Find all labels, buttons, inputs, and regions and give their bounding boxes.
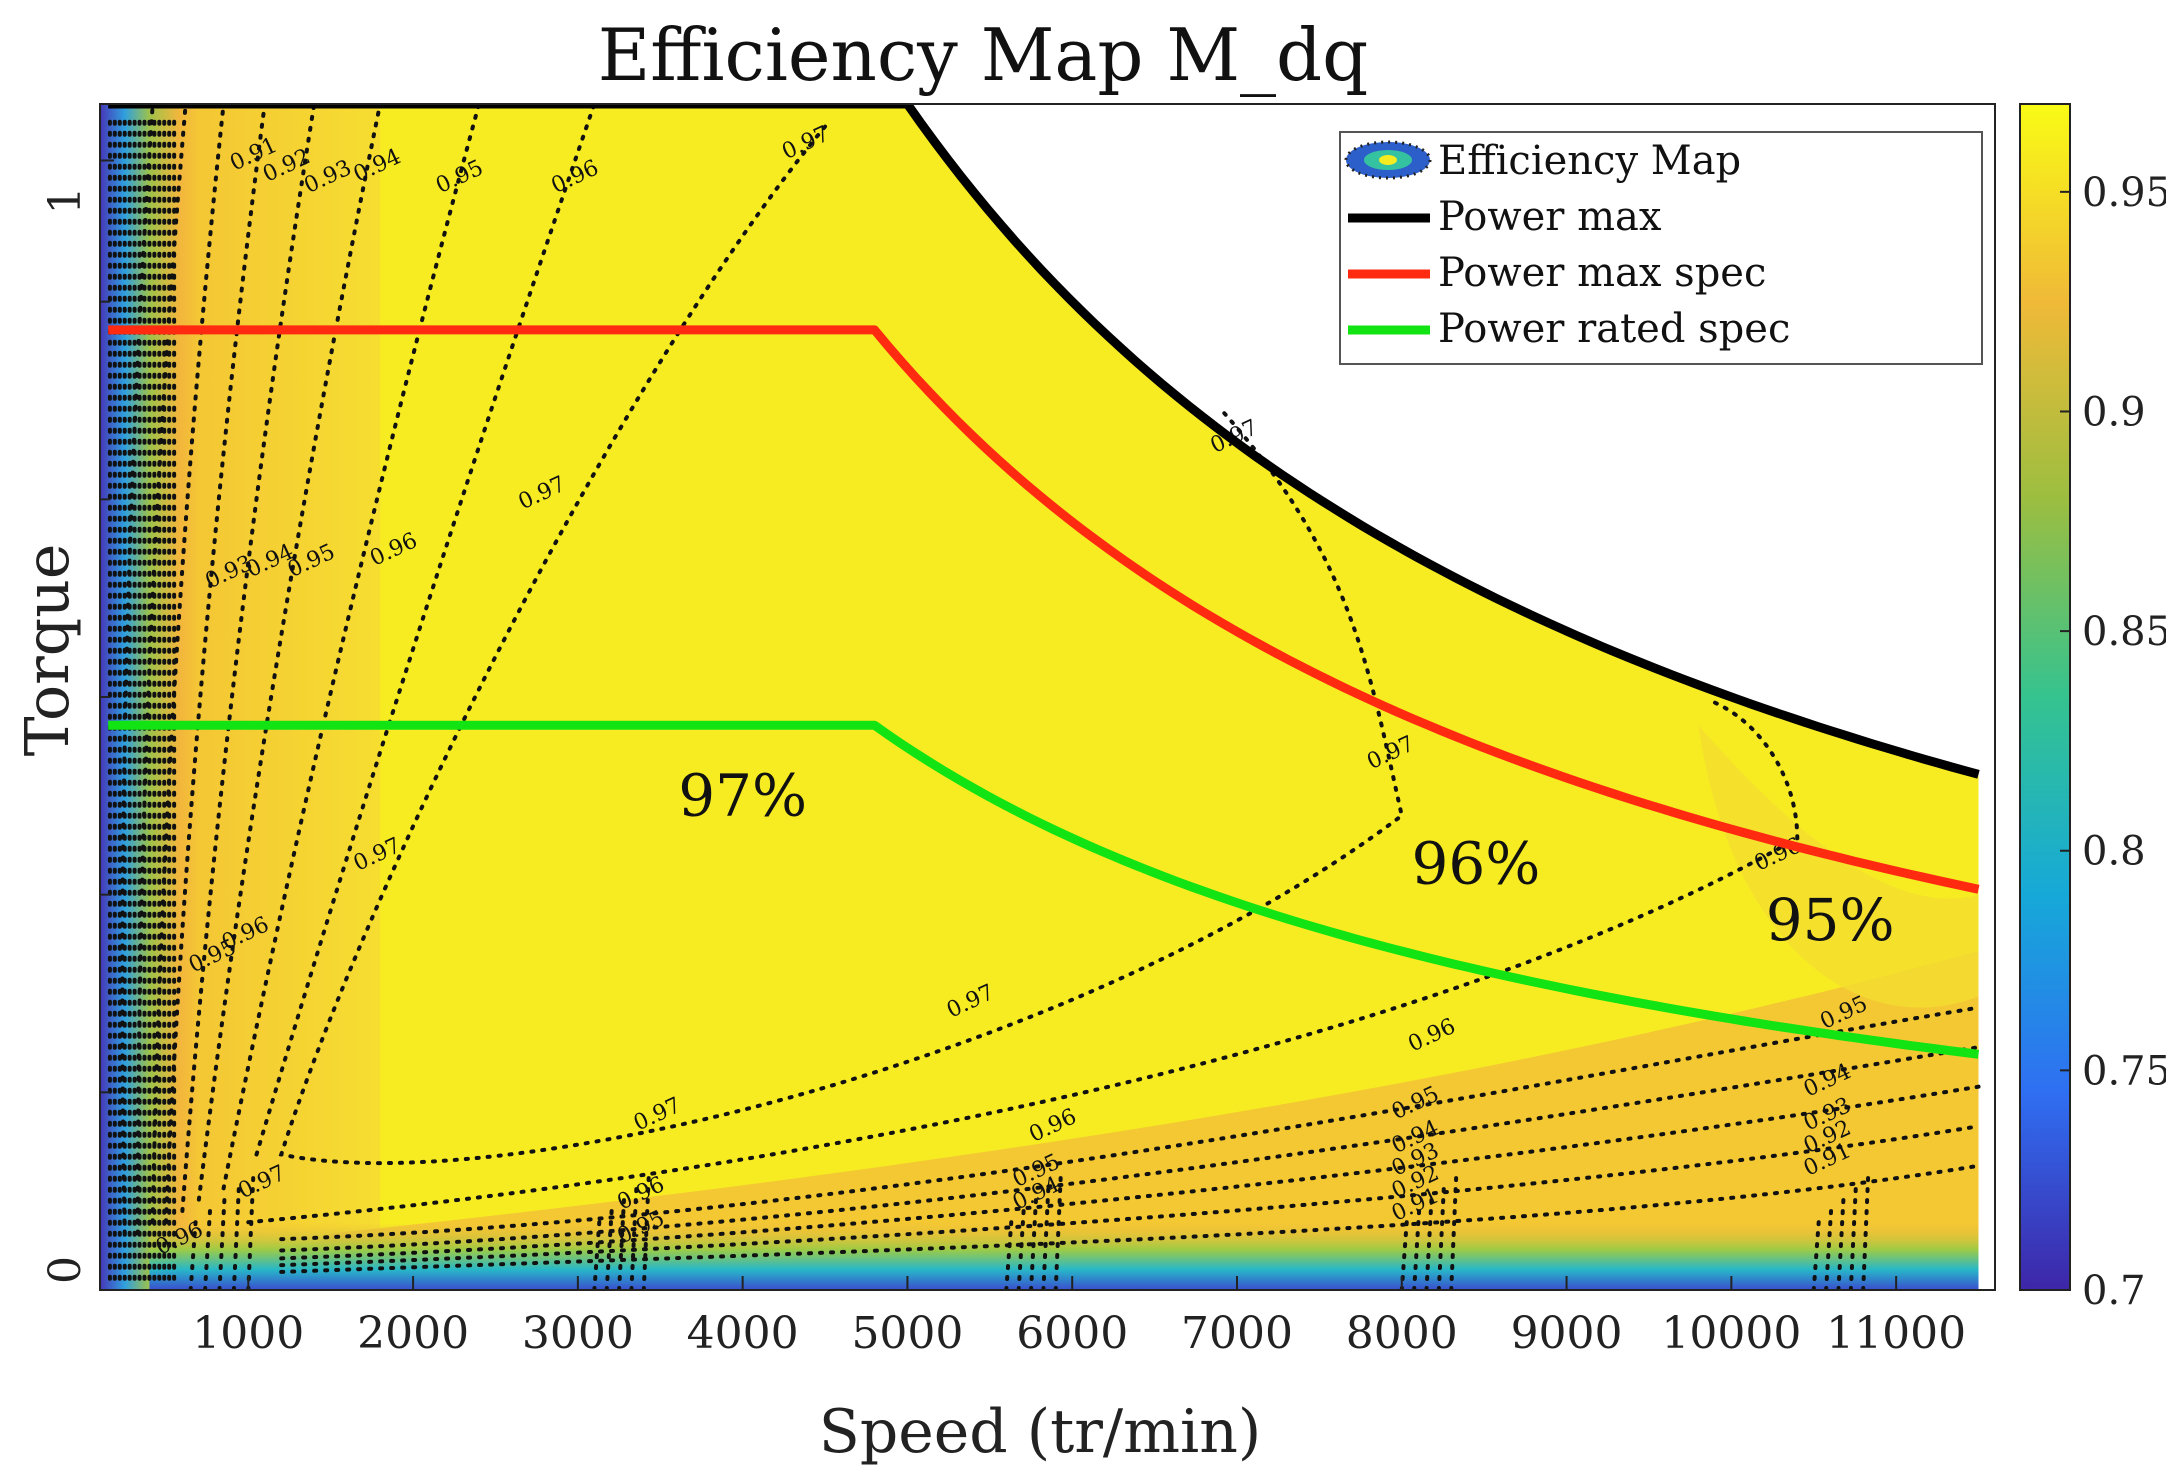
power-max-spec-curve xyxy=(108,325,1980,894)
contour-line xyxy=(1861,1175,1871,1290)
y-tick-label: 1 xyxy=(40,186,91,214)
contour-line xyxy=(254,104,597,1157)
y-axis: 01 xyxy=(40,159,114,1291)
contour-line xyxy=(1412,1208,1422,1290)
contour-line xyxy=(1424,1197,1434,1290)
x-tick-label: 7000 xyxy=(1181,1308,1293,1359)
contour-0.97 xyxy=(278,124,1405,1165)
contour-line xyxy=(150,104,226,1225)
contour-line xyxy=(617,1197,627,1290)
contour-line xyxy=(1824,1208,1834,1290)
colorbar-tick-label: 0.7 xyxy=(2082,1268,2146,1314)
colorbar: 0.7 0.75 0.8 0.85 0.9 0.95 xyxy=(2019,103,2166,1314)
low-torque-band xyxy=(281,951,1979,1268)
contour-line xyxy=(188,1220,198,1290)
x-tick-label: 3000 xyxy=(522,1308,634,1359)
x-tick-label: 10000 xyxy=(1661,1308,1801,1359)
x-tick-label: 4000 xyxy=(687,1308,799,1359)
colorbar-tick-label: 0.8 xyxy=(2082,829,2146,875)
x-tick-label: 2000 xyxy=(357,1308,469,1359)
high-efficiency-region xyxy=(104,104,1979,1290)
region-label: 95% xyxy=(1766,886,1895,954)
right-margin xyxy=(1978,104,1995,1290)
colorbar-strip xyxy=(2019,103,2071,1291)
contour-line xyxy=(279,1005,1981,1242)
contour-line xyxy=(279,1124,1981,1268)
contour-line xyxy=(1836,1197,1846,1290)
region-labels: 97% 96% 95% xyxy=(678,762,1894,954)
contour-line xyxy=(1004,1220,1014,1290)
contour-line xyxy=(1016,1208,1026,1290)
contour-line xyxy=(1053,1175,1063,1290)
legend-label: Power rated spec xyxy=(1438,306,1790,352)
contour-line xyxy=(279,1084,1981,1261)
contour-line xyxy=(1029,1197,1038,1290)
contour-line xyxy=(592,1220,602,1290)
colorbar-tick-label: 0.9 xyxy=(2082,389,2146,435)
chart-title: Efficiency Map M_dq xyxy=(598,13,1368,97)
y-axis-label: Torque xyxy=(13,544,83,757)
contour-line xyxy=(203,1208,212,1290)
colorbar-tick-label: 0.75 xyxy=(2082,1048,2166,1094)
legend-label: Power max xyxy=(1438,194,1662,240)
power-max-curve xyxy=(108,104,1980,779)
x-axis-label: Speed (tr/min) xyxy=(819,1397,1262,1467)
power-rated-spec-curve xyxy=(108,720,1980,1059)
contour-line xyxy=(1811,1220,1821,1290)
legend: Efficiency Map Power max Power max spec Pow… xyxy=(1339,131,1983,365)
x-tick-label: 8000 xyxy=(1346,1308,1458,1359)
contour-line xyxy=(1449,1175,1459,1290)
legend-label: Power max spec xyxy=(1438,250,1766,296)
contour-line xyxy=(180,104,317,1213)
x-tick-label: 6000 xyxy=(1016,1308,1128,1359)
contour-0.96 xyxy=(246,700,1800,1225)
y-tick-label: 0 xyxy=(40,1256,91,1284)
contour-line xyxy=(641,1175,651,1290)
region-label: 96% xyxy=(1411,829,1540,897)
colorbar-tick-label: 0.95 xyxy=(2082,170,2166,216)
x-tick-label: 9000 xyxy=(1511,1308,1623,1359)
efficiency-contours xyxy=(107,104,1981,1290)
legend-label: Efficiency Map xyxy=(1438,138,1741,184)
contour-line xyxy=(246,1175,256,1290)
legend-swatch-heatmap-core xyxy=(1379,155,1397,165)
region-label: 97% xyxy=(678,762,807,830)
legend-box xyxy=(1339,131,1983,365)
low-torque-edge xyxy=(149,1222,1979,1290)
efficiency-heatmap xyxy=(100,104,1995,1290)
contour-line xyxy=(279,1045,1981,1253)
x-tick-label: 5000 xyxy=(851,1308,963,1359)
contour-line xyxy=(279,1163,1981,1274)
contour-line xyxy=(604,1208,614,1290)
x-tick-label: 11000 xyxy=(1826,1308,1966,1359)
power-curves xyxy=(108,104,1980,1059)
colorbar-tick-label: 0.85 xyxy=(2082,609,2166,655)
x-tick-label: 1000 xyxy=(192,1308,304,1359)
contour-line xyxy=(120,104,155,1236)
contour-line xyxy=(217,1197,227,1290)
contour-line xyxy=(221,104,481,1191)
high-speed-band xyxy=(1698,725,1979,1008)
x-axis: 1000 2000 3000 4000 5000 6000 7000 8000 9000 1000… xyxy=(192,1276,1966,1359)
